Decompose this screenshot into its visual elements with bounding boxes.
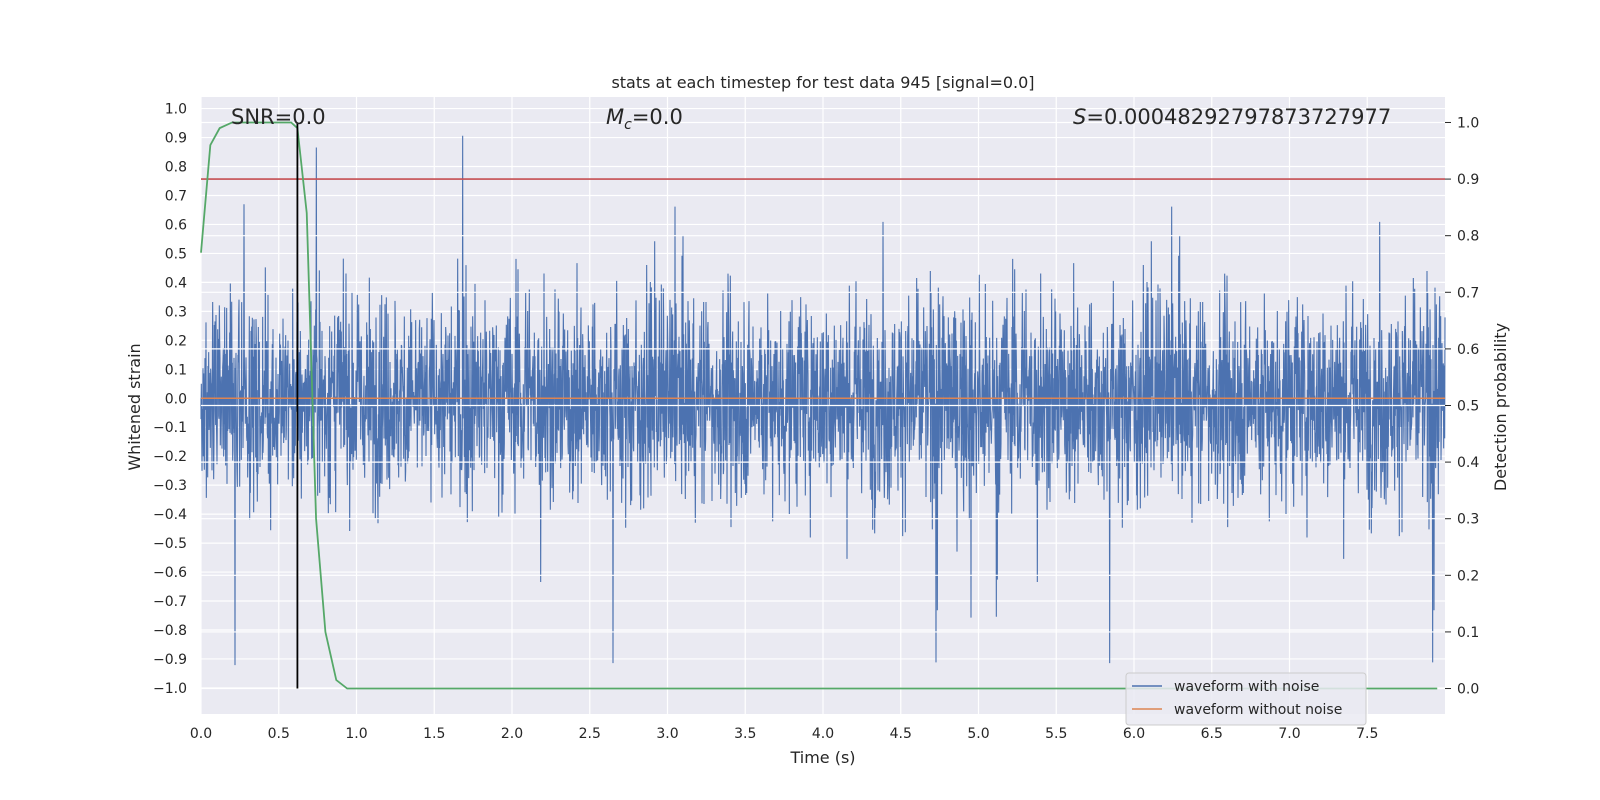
- y2-axis-label: Detection probability: [1491, 323, 1510, 491]
- y-tick-label: 0.3: [165, 304, 187, 320]
- y-tick-label: −0.4: [153, 507, 187, 523]
- x-tick-label: 7.0: [1278, 726, 1300, 742]
- x-tick-label: 4.0: [812, 726, 834, 742]
- chirp-mass-annotation: Mc=0.0: [606, 105, 683, 133]
- chirp-mass-symbol: M: [606, 105, 624, 129]
- y2-tick-label: 0.3: [1457, 512, 1479, 528]
- y-tick-label: −1.0: [153, 681, 187, 697]
- y-tick-label: 0.0: [165, 391, 187, 407]
- y-tick-label: 0.2: [165, 333, 187, 349]
- x-tick-label: 5.5: [1045, 726, 1067, 742]
- x-tick-label: 7.5: [1356, 726, 1378, 742]
- noise-waveform-line: [200, 135, 1446, 666]
- y2-tick-label: 0.4: [1457, 455, 1479, 471]
- y-tick-label: 0.4: [165, 275, 187, 291]
- y-tick-label: 0.6: [165, 217, 187, 233]
- y2-tick-label: 0.6: [1457, 342, 1479, 358]
- x-tick-label: 1.5: [423, 726, 445, 742]
- tick-labels: 0.0 0.5 1.0 1.5 2.0 2.5 3.0 3.5 4.0 4.5 5.0 5.5 6.0 6…: [153, 102, 1479, 742]
- x-tick-label: 3.5: [734, 726, 756, 742]
- chirp-mass-value: =0.0: [632, 105, 683, 129]
- y2-tick-label: 0.7: [1457, 285, 1479, 301]
- legend: waveform with noise waveform without noi…: [1125, 672, 1367, 726]
- x-tick-label: 1.0: [345, 726, 367, 742]
- legend-label-noise: waveform with noise: [1174, 679, 1319, 695]
- overlay-lines: [200, 121, 1445, 690]
- y-tick-label: 0.8: [165, 160, 187, 176]
- x-tick-label: 6.5: [1201, 726, 1223, 742]
- y2-tick-label: 0.9: [1457, 172, 1479, 188]
- x-tick-label: 5.0: [967, 726, 989, 742]
- y2-tick-label: 0.5: [1457, 399, 1479, 415]
- statistic-symbol: S: [1073, 105, 1086, 129]
- y-tick-label: −0.9: [153, 652, 187, 668]
- x-tick-label: 2.5: [579, 726, 601, 742]
- x-tick-label: 3.0: [656, 726, 678, 742]
- x-tick-label: 0.0: [190, 726, 212, 742]
- y2-tick-label: 0.1: [1457, 625, 1479, 641]
- y2-tick-label: 0.2: [1457, 568, 1479, 584]
- y-axis-label: Whitened strain: [125, 343, 144, 470]
- y-tick-label: 0.1: [165, 362, 187, 378]
- y2-tick-label: 0.8: [1457, 229, 1479, 245]
- statistic-annotation: S=0.00048292797873727977: [1073, 105, 1391, 129]
- snr-annotation: SNR=0.0: [231, 105, 326, 129]
- noise-waveform: [200, 135, 1446, 666]
- y-tick-label: −0.2: [153, 449, 187, 465]
- y-tick-label: 0.7: [165, 188, 187, 204]
- legend-box: [1125, 672, 1367, 726]
- y-tick-label: −0.6: [153, 565, 187, 581]
- y2-tick-label: 0.0: [1457, 682, 1479, 698]
- x-axis-label: Time (s): [789, 748, 855, 767]
- x-tick-label: 4.5: [890, 726, 912, 742]
- y-tick-label: 0.9: [165, 131, 187, 147]
- x-tick-label: 0.5: [268, 726, 290, 742]
- x-tick-label: 2.0: [501, 726, 523, 742]
- detection-probability-grid: [201, 121, 1445, 690]
- y-tick-label: 0.5: [165, 246, 187, 262]
- legend-label-clean: waveform without noise: [1174, 702, 1342, 718]
- x-tick-label: 6.0: [1123, 726, 1145, 742]
- statistic-value: =0.00048292797873727977: [1086, 105, 1391, 129]
- y2-tick-label: 1.0: [1457, 115, 1479, 131]
- y-tick-label: −0.7: [153, 594, 187, 610]
- y-tick-label: −0.3: [153, 478, 187, 494]
- y-tick-label: −0.1: [153, 420, 187, 436]
- chart-title: stats at each timestep for test data 945…: [611, 73, 1034, 92]
- y-tick-label: −0.8: [153, 623, 187, 639]
- y-tick-label: −0.5: [153, 536, 187, 552]
- y-tick-label: 1.0: [165, 102, 187, 118]
- chirp-mass-subscript: c: [624, 117, 632, 133]
- detection-probability-line: [200, 121, 1438, 690]
